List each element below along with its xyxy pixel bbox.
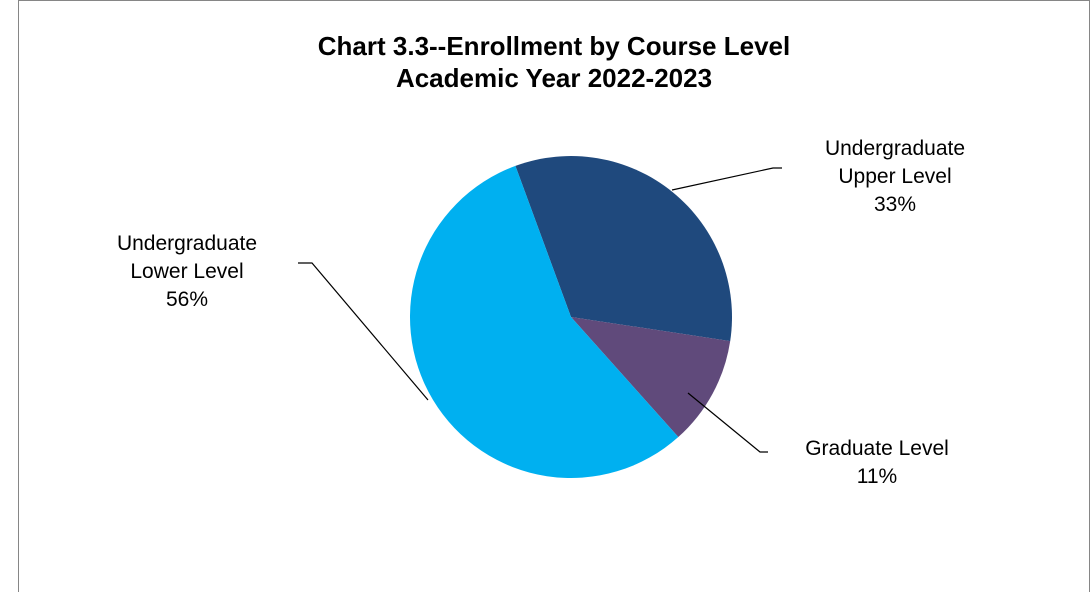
- label-line1: Undergraduate: [825, 137, 965, 160]
- pie-slice-undergraduate-upper-level: [515, 156, 733, 342]
- pie-slices: [409, 156, 733, 479]
- label-percent: 33%: [874, 193, 916, 216]
- label-line1: Undergraduate: [117, 232, 257, 255]
- chart-title-block: Chart 3.3--Enrollment by Course Level Ac…: [18, 30, 1090, 94]
- label-line1: Graduate Level: [805, 437, 949, 460]
- label-line2: Upper Level: [838, 165, 951, 188]
- data-label-undergraduate-upper-level: Undergraduate Upper Level 33%: [825, 137, 965, 216]
- leader-lines: [298, 167, 782, 453]
- leader-line-upper: [671, 167, 782, 191]
- chart-subtitle: Academic Year 2022-2023: [395, 63, 713, 93]
- chart-title: Chart 3.3--Enrollment by Course Level: [317, 31, 791, 61]
- label-percent: 56%: [166, 288, 208, 311]
- pie-slice-undergraduate-lower-level: [409, 165, 679, 479]
- leader-line-graduate: [687, 392, 768, 453]
- data-label-undergraduate-lower-level: Undergraduate Lower Level 56%: [117, 232, 257, 311]
- data-label-graduate-level: Graduate Level 11%: [805, 437, 949, 488]
- label-line2: Lower Level: [130, 260, 243, 283]
- label-percent: 11%: [857, 465, 897, 488]
- leader-line-lower: [298, 262, 429, 401]
- pie-slice-graduate-level: [571, 317, 731, 438]
